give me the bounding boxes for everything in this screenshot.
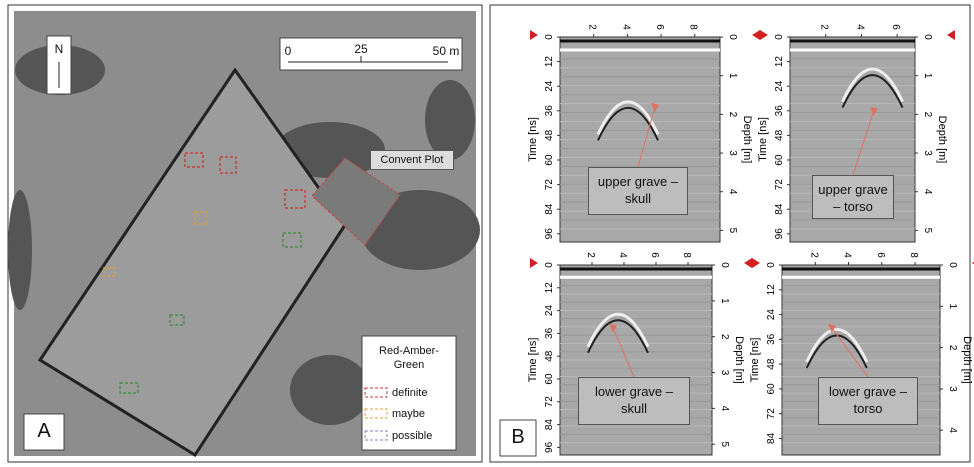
x-tick-label: 6 bbox=[890, 24, 901, 30]
y-tick-label: 60 bbox=[774, 154, 785, 166]
y-tick-label: 12 bbox=[766, 284, 777, 296]
y2-tick-label: 1 bbox=[922, 73, 933, 79]
x-tick-label: 2 bbox=[819, 24, 830, 30]
y2-axis-title: Depth [m] bbox=[961, 336, 973, 384]
y-tick-label: 96 bbox=[774, 228, 785, 240]
y-axis-title: Time [ns] bbox=[749, 338, 761, 383]
x-tick-label: 4 bbox=[620, 24, 631, 30]
figure: 246801224364860728496012345Time [ns]Dept… bbox=[0, 0, 974, 467]
y2-tick-label: 3 bbox=[947, 386, 958, 392]
y2-tick-label: 0 bbox=[947, 262, 958, 268]
legend-item: definite bbox=[392, 387, 452, 399]
x-tick-label: 6 bbox=[875, 252, 886, 258]
y2-tick-label: 5 bbox=[922, 228, 933, 234]
y2-tick-label: 4 bbox=[727, 189, 738, 195]
y-tick-label: 24 bbox=[544, 80, 555, 92]
caption: upper grave – skull bbox=[588, 167, 688, 215]
y-tick-label: 84 bbox=[544, 419, 555, 431]
y-tick-label: 36 bbox=[766, 333, 777, 345]
panel-label: A bbox=[24, 420, 64, 443]
y-axis-title: Time [ns] bbox=[527, 338, 539, 383]
y-tick-label: 84 bbox=[766, 432, 777, 444]
x-tick-label: 8 bbox=[908, 252, 919, 258]
y2-tick-label: 1 bbox=[727, 73, 738, 79]
y2-axis-title: Depth [m] bbox=[936, 116, 948, 164]
y2-tick-label: 1 bbox=[719, 298, 730, 304]
y2-tick-label: 4 bbox=[947, 427, 958, 433]
y-tick-label: 0 bbox=[544, 34, 555, 40]
y2-tick-label: 0 bbox=[922, 34, 933, 40]
y-tick-label: 96 bbox=[544, 441, 555, 453]
y2-tick-label: 1 bbox=[947, 304, 958, 310]
x-tick-label: 2 bbox=[587, 24, 598, 30]
y-tick-label: 0 bbox=[774, 34, 785, 40]
caption: lower grave – torso bbox=[818, 377, 918, 425]
y2-tick-label: 5 bbox=[719, 441, 730, 447]
y2-axis-title: Depth [m] bbox=[741, 116, 753, 164]
y-tick-label: 12 bbox=[544, 282, 555, 294]
y-tick-label: 60 bbox=[544, 373, 555, 385]
y-tick-label: 84 bbox=[544, 203, 555, 215]
x-tick-label: 6 bbox=[649, 252, 660, 258]
y2-tick-label: 2 bbox=[719, 334, 730, 340]
y2-tick-label: 4 bbox=[922, 189, 933, 195]
y-tick-label: 72 bbox=[544, 179, 555, 191]
y2-tick-label: 2 bbox=[947, 345, 958, 351]
legend-item: possible bbox=[392, 430, 452, 442]
y2-tick-label: 5 bbox=[727, 228, 738, 234]
site-label: Convent Plot bbox=[370, 150, 454, 170]
y-tick-label: 48 bbox=[544, 350, 555, 362]
panel-label: B bbox=[500, 426, 536, 449]
x-tick-label: 6 bbox=[654, 24, 665, 30]
y-tick-label: 24 bbox=[766, 309, 777, 321]
y2-tick-label: 3 bbox=[727, 150, 738, 156]
y-tick-label: 60 bbox=[544, 154, 555, 166]
x-tick-label: 4 bbox=[617, 252, 628, 258]
y-tick-label: 24 bbox=[774, 80, 785, 92]
x-tick-label: 4 bbox=[854, 24, 865, 30]
legend-title: Red-Amber-Green bbox=[372, 344, 446, 372]
y2-tick-label: 0 bbox=[719, 262, 730, 268]
y-tick-label: 24 bbox=[544, 305, 555, 317]
y-tick-label: 60 bbox=[766, 383, 777, 395]
y-axis-title: Time [ns] bbox=[527, 117, 539, 162]
y-tick-label: 12 bbox=[774, 56, 785, 68]
scale-label: 50 m bbox=[426, 44, 466, 58]
y2-tick-label: 0 bbox=[727, 34, 738, 40]
y2-tick-label: 4 bbox=[719, 406, 730, 412]
scale-label: 0 bbox=[282, 44, 294, 58]
y-tick-label: 36 bbox=[544, 105, 555, 117]
y-tick-label: 96 bbox=[544, 228, 555, 240]
x-tick-label: 2 bbox=[585, 252, 596, 258]
y2-tick-label: 3 bbox=[922, 150, 933, 156]
y-tick-label: 12 bbox=[544, 56, 555, 68]
caption: lower grave – skull bbox=[578, 377, 690, 425]
y-tick-label: 36 bbox=[544, 327, 555, 339]
y-tick-label: 0 bbox=[766, 262, 777, 268]
y-tick-label: 48 bbox=[774, 129, 785, 141]
y-tick-label: 84 bbox=[774, 203, 785, 215]
legend-item: maybe bbox=[392, 408, 452, 420]
y2-tick-label: 3 bbox=[719, 370, 730, 376]
north-label: N bbox=[47, 42, 71, 56]
y-axis-title: Time [ns] bbox=[757, 117, 769, 162]
y-tick-label: 72 bbox=[766, 408, 777, 420]
x-tick-label: 8 bbox=[681, 252, 692, 258]
y-tick-label: 48 bbox=[766, 358, 777, 370]
y-tick-label: 72 bbox=[544, 396, 555, 408]
scale-label: 25 bbox=[350, 42, 372, 56]
y2-tick-label: 2 bbox=[922, 112, 933, 118]
y-tick-label: 0 bbox=[544, 262, 555, 268]
y-tick-label: 36 bbox=[774, 105, 785, 117]
y2-axis-title: Depth [m] bbox=[733, 336, 745, 384]
y-tick-label: 72 bbox=[774, 179, 785, 191]
x-tick-label: 2 bbox=[808, 252, 819, 258]
x-tick-label: 8 bbox=[688, 24, 699, 30]
caption: upper grave – torso bbox=[812, 175, 894, 219]
x-tick-label: 4 bbox=[842, 252, 853, 258]
y2-tick-label: 2 bbox=[727, 112, 738, 118]
y-tick-label: 48 bbox=[544, 129, 555, 141]
